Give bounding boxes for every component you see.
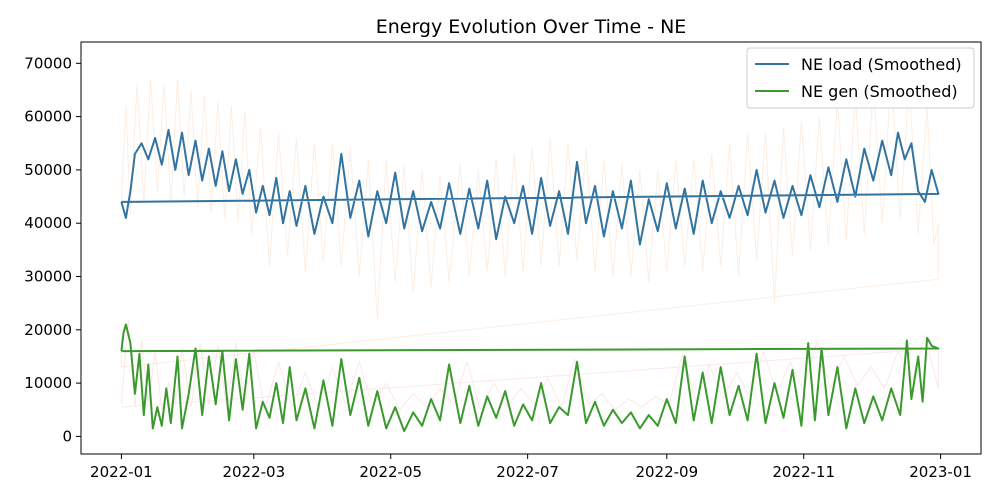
y-tick-label: 0 bbox=[62, 427, 72, 445]
legend-label-load: NE load (Smoothed) bbox=[801, 55, 962, 74]
y-tick-label: 10000 bbox=[24, 374, 72, 392]
x-tick-label: 2022-09 bbox=[635, 463, 698, 481]
legend-box bbox=[746, 47, 975, 109]
series-line-1 bbox=[120, 323, 940, 433]
y-tick-label: 60000 bbox=[24, 108, 72, 126]
y-tick-label: 20000 bbox=[24, 321, 72, 339]
series-line-0 bbox=[120, 128, 940, 246]
series-layer bbox=[120, 128, 940, 433]
x-tick-label: 2022-03 bbox=[222, 463, 285, 481]
y-tick-label: 50000 bbox=[24, 161, 72, 179]
x-tick-label: 2022-01 bbox=[90, 463, 153, 481]
y-tick-label: 30000 bbox=[24, 268, 72, 286]
x-tick-label: 2023-01 bbox=[909, 463, 972, 481]
chart-title: Energy Evolution Over Time - NE bbox=[376, 16, 687, 38]
y-tick-label: 70000 bbox=[24, 54, 72, 72]
y-tick-label: 40000 bbox=[24, 214, 72, 232]
legend-label-gen: NE gen (Smoothed) bbox=[801, 82, 958, 101]
background-series-layer bbox=[120, 73, 939, 411]
x-tick-label: 2022-05 bbox=[359, 463, 422, 481]
background-series-line-0 bbox=[120, 73, 939, 368]
y-axis: 0 10000 20000 30000 40000 50000 60000 70000 bbox=[24, 54, 81, 445]
legend: NE load (Smoothed) NE gen (Smoothed) bbox=[746, 47, 975, 109]
x-tick-label: 2022-07 bbox=[496, 463, 559, 481]
x-axis: 2022-01 2022-03 2022-05 2022-07 2022-09 2022-… bbox=[90, 454, 972, 481]
plot-frame bbox=[80, 41, 982, 455]
x-tick-label: 2022-11 bbox=[772, 463, 835, 481]
